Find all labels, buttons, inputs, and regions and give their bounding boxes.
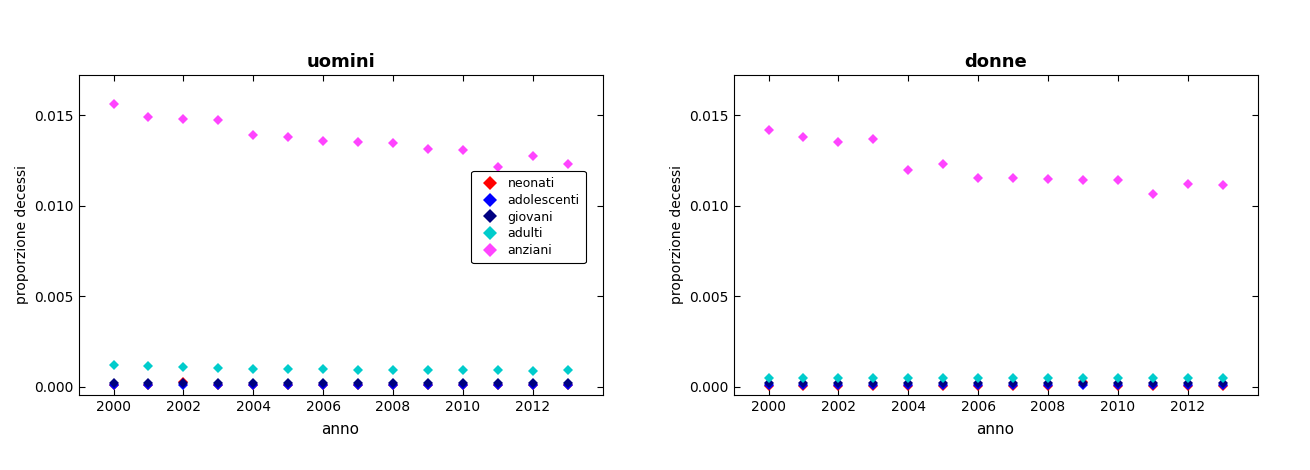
Y-axis label: proporzione decessi: proporzione decessi [14, 165, 29, 305]
X-axis label: anno: anno [321, 422, 360, 437]
Title: uomini: uomini [307, 53, 375, 71]
X-axis label: anno: anno [976, 422, 1015, 437]
Legend: neonati, adolescenti, giovani, adulti, anziani: neonati, adolescenti, giovani, adulti, a… [472, 171, 586, 264]
Y-axis label: proporzione decessi: proporzione decessi [669, 165, 684, 305]
Title: donne: donne [964, 53, 1027, 71]
